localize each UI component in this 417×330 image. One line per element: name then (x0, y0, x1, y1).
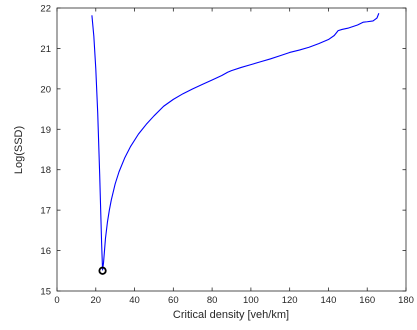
series-group (91, 13, 380, 271)
y-tick-label: 16 (40, 246, 51, 257)
x-tick-label: 100 (243, 295, 259, 306)
x-tick-label: 40 (129, 295, 140, 306)
x-axis-ticks: 0 20 40 60 80 100 120 140 160 180 (54, 8, 414, 306)
x-tick-label: 0 (54, 295, 59, 306)
x-tick-label: 120 (282, 295, 298, 306)
x-tick-label: 80 (207, 295, 218, 306)
y-tick-label: 17 (40, 206, 51, 217)
marker-group (98, 266, 107, 275)
x-tick-label: 180 (398, 295, 414, 306)
x-axis-title: Critical density [veh/km] (173, 309, 289, 321)
y-tick-label: 19 (40, 125, 51, 136)
x-tick-label: 20 (90, 295, 101, 306)
y-tick-label: 22 (40, 4, 51, 15)
x-tick-label: 60 (168, 295, 179, 306)
plot-area (56, 7, 407, 292)
y-tick-label: 15 (40, 287, 51, 298)
y-tick-label: 21 (40, 44, 51, 55)
y-axis-title: Log(SSD) (13, 126, 25, 174)
minimum-marker (98, 266, 107, 275)
y-tick-label: 18 (40, 165, 51, 176)
y-axis-ticks: 15 16 17 18 19 20 21 22 (40, 4, 406, 298)
x-tick-label: 160 (359, 295, 375, 306)
series-line (91, 13, 380, 271)
y-tick-label: 20 (40, 84, 51, 95)
x-tick-label: 140 (321, 295, 337, 306)
